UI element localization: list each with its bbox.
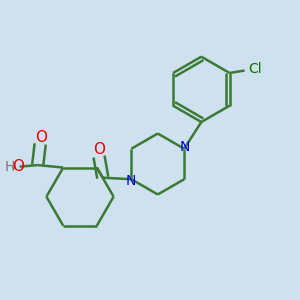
Text: O: O [35, 130, 47, 145]
Text: O: O [93, 142, 105, 157]
Text: N: N [180, 140, 190, 154]
Text: N: N [125, 174, 136, 188]
Text: Cl: Cl [249, 62, 262, 76]
Text: H: H [4, 160, 15, 174]
Text: O: O [12, 158, 24, 173]
